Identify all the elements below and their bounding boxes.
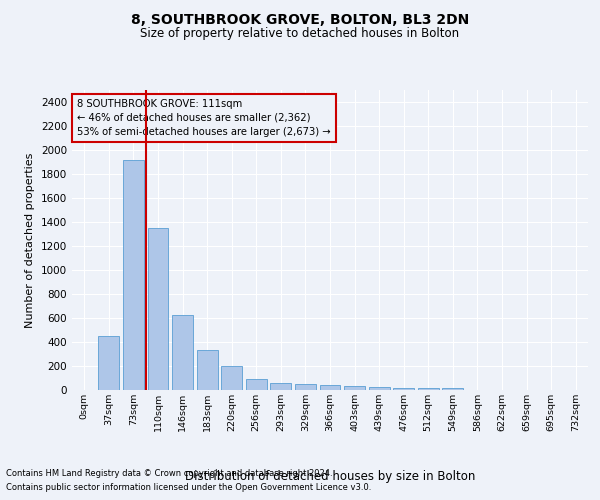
Bar [418,388,439,390]
Y-axis label: Number of detached properties: Number of detached properties [25,152,35,328]
Bar [98,336,119,390]
Bar [295,384,316,390]
Bar [344,386,365,390]
Bar [246,379,267,390]
X-axis label: Distribution of detached houses by size in Bolton: Distribution of detached houses by size … [185,470,475,483]
Text: Size of property relative to detached houses in Bolton: Size of property relative to detached ho… [140,28,460,40]
Bar [221,366,242,390]
Bar [271,384,292,390]
Text: Contains public sector information licensed under the Open Government Licence v3: Contains public sector information licen… [6,484,371,492]
Bar [442,388,463,390]
Bar [320,385,340,390]
Text: 8 SOUTHBROOK GROVE: 111sqm
← 46% of detached houses are smaller (2,362)
53% of s: 8 SOUTHBROOK GROVE: 111sqm ← 46% of deta… [77,99,331,137]
Bar [148,228,169,390]
Bar [368,387,389,390]
Bar [393,388,414,390]
Text: 8, SOUTHBROOK GROVE, BOLTON, BL3 2DN: 8, SOUTHBROOK GROVE, BOLTON, BL3 2DN [131,12,469,26]
Bar [123,160,144,390]
Bar [197,350,218,390]
Bar [172,315,193,390]
Text: Contains HM Land Registry data © Crown copyright and database right 2024.: Contains HM Land Registry data © Crown c… [6,468,332,477]
